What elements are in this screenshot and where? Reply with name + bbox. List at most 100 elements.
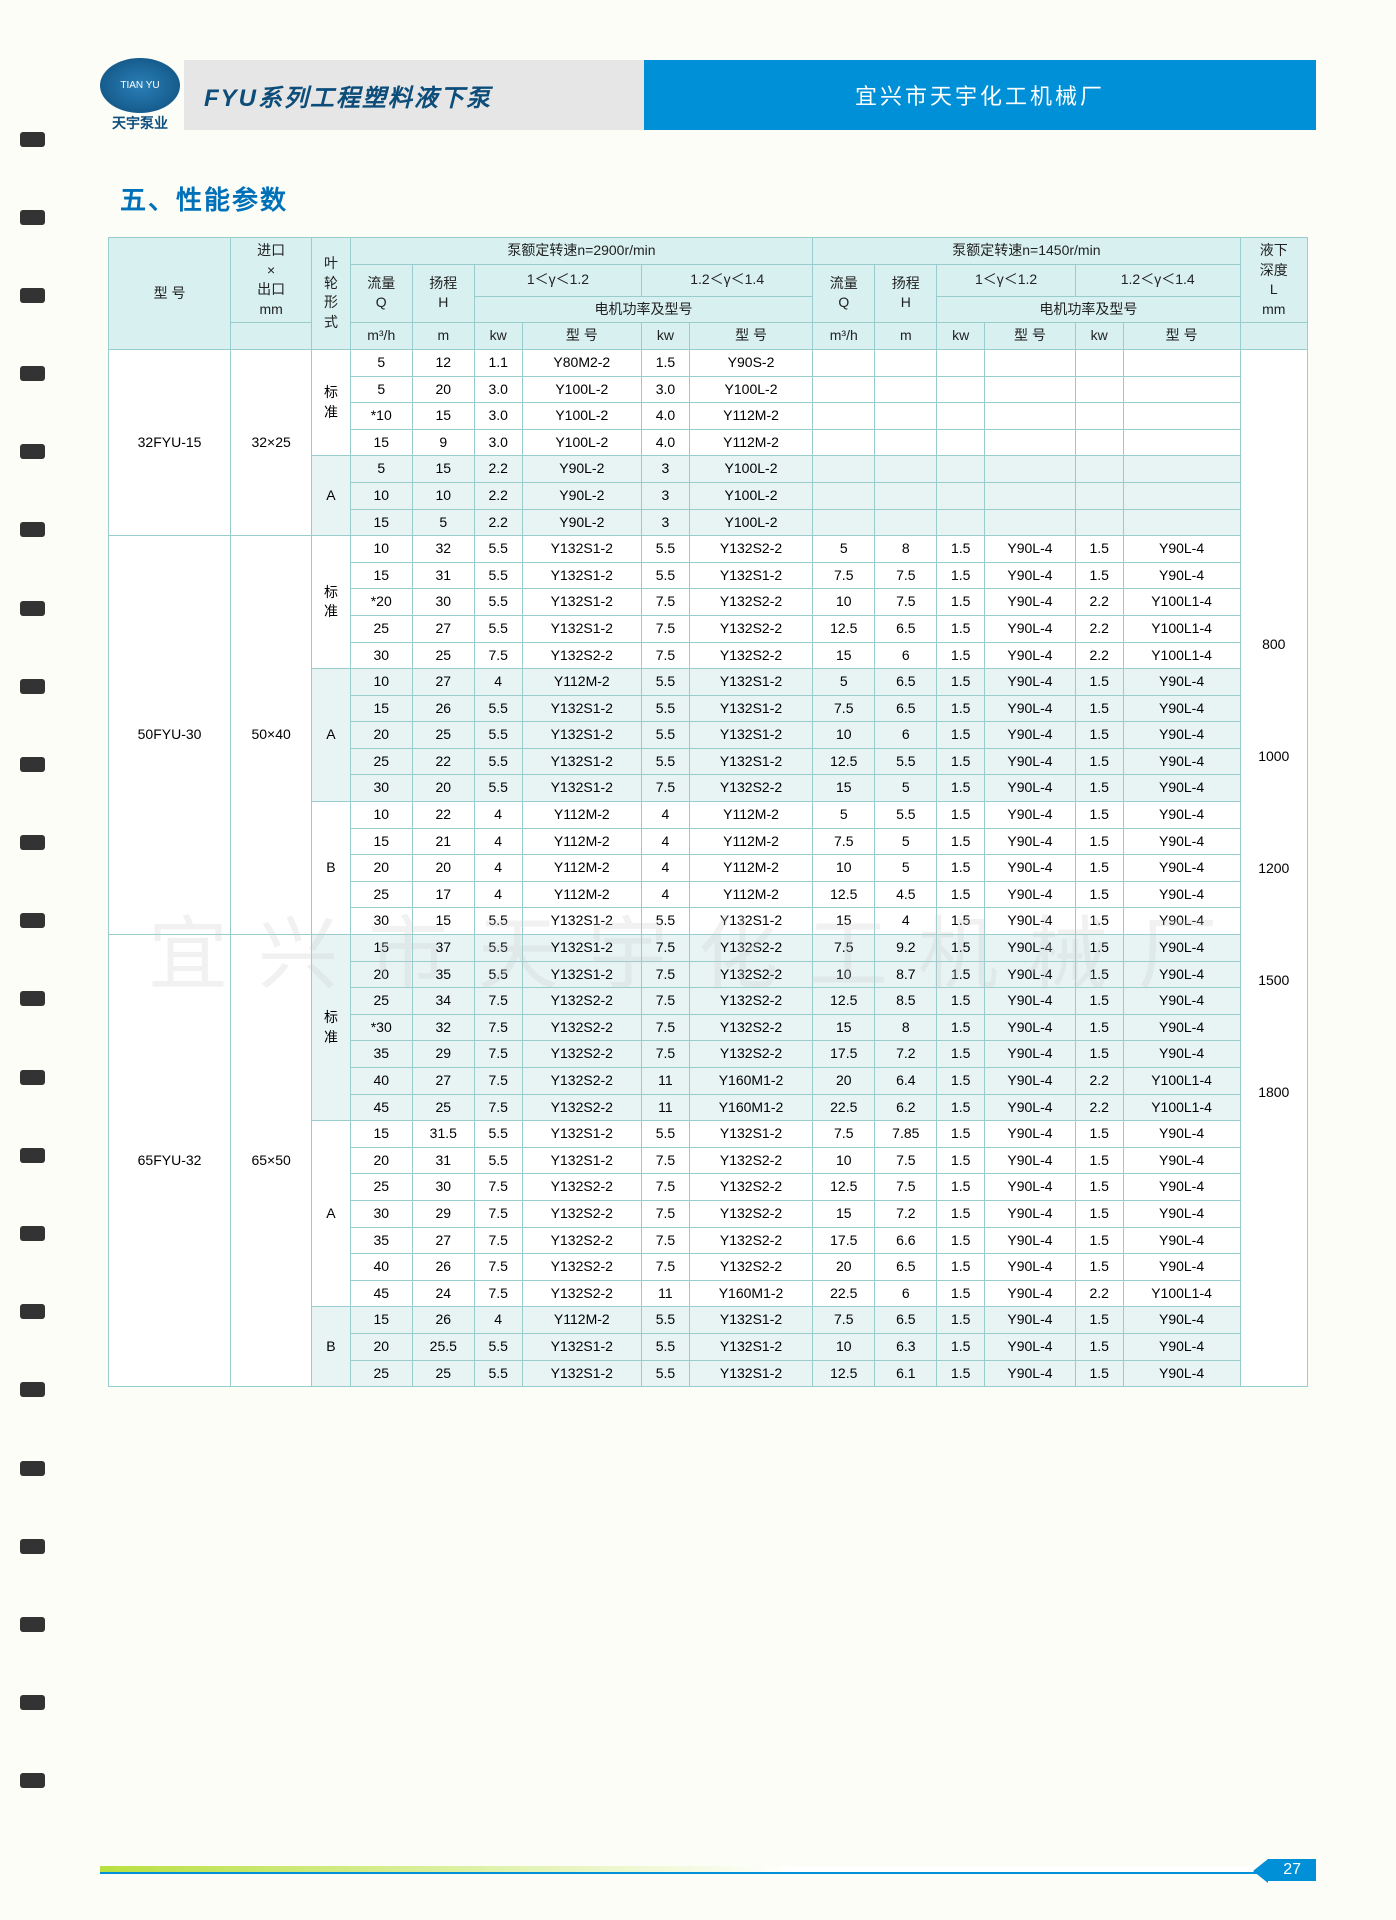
cell-value: 7.5 bbox=[875, 1174, 937, 1201]
cell-value: 7.5 bbox=[813, 935, 875, 962]
cell-value: 1.5 bbox=[1075, 722, 1123, 749]
cell-value bbox=[985, 456, 1076, 483]
cell-value: 17.5 bbox=[813, 1041, 875, 1068]
cell-value: 1.5 bbox=[937, 881, 985, 908]
cell-value: Y132S2-2 bbox=[522, 1200, 642, 1227]
cell-value: 3.0 bbox=[642, 376, 690, 403]
cell-value: 1.5 bbox=[642, 349, 690, 376]
cell-value: 25 bbox=[350, 1360, 412, 1387]
cell-value: 22.5 bbox=[813, 1280, 875, 1307]
cell-value: 1.5 bbox=[1075, 908, 1123, 935]
cell-value: 1.5 bbox=[937, 748, 985, 775]
cell-value: 5.5 bbox=[642, 536, 690, 563]
logo-block: TIAN YU 天宇泵业 bbox=[100, 58, 184, 133]
cell-value: Y112M-2 bbox=[522, 881, 642, 908]
cell-value: *20 bbox=[350, 589, 412, 616]
cell-value bbox=[875, 456, 937, 483]
cell-value: 5.5 bbox=[474, 1147, 522, 1174]
cell-value: Y90L-4 bbox=[985, 1200, 1076, 1227]
cell-value: 4.5 bbox=[875, 881, 937, 908]
cell-value: 7.5 bbox=[875, 562, 937, 589]
cell-value: 3.0 bbox=[474, 429, 522, 456]
cell-value: Y132S1-2 bbox=[522, 536, 642, 563]
cell-value: Y132S2-2 bbox=[522, 1227, 642, 1254]
cell-value: Y100L-2 bbox=[522, 403, 642, 430]
u-kw: kw bbox=[474, 323, 522, 350]
cell-value: 1.5 bbox=[1075, 935, 1123, 962]
cell-value: Y112M-2 bbox=[522, 855, 642, 882]
cell-value: 5.5 bbox=[642, 908, 690, 935]
cell-value: 30 bbox=[350, 1200, 412, 1227]
cell-value: Y90L-4 bbox=[985, 1147, 1076, 1174]
cell-value: Y100L-2 bbox=[522, 376, 642, 403]
cell-value: 6.1 bbox=[875, 1360, 937, 1387]
cell-value: 10 bbox=[350, 536, 412, 563]
cell-value: 1.1 bbox=[474, 349, 522, 376]
cell-value: Y90L-4 bbox=[1123, 1360, 1240, 1387]
cell-value: Y100L-2 bbox=[689, 376, 812, 403]
cell-value: 5 bbox=[350, 349, 412, 376]
cell-value: Y112M-2 bbox=[689, 881, 812, 908]
cell-value: 15 bbox=[350, 562, 412, 589]
cell-value: 5 bbox=[875, 828, 937, 855]
cell-value: 26 bbox=[412, 695, 474, 722]
cell-value: 1.5 bbox=[1075, 1333, 1123, 1360]
cell-model: 65FYU-32 bbox=[109, 935, 231, 1387]
u-kw2: kw bbox=[642, 323, 690, 350]
cell-value: 8 bbox=[875, 536, 937, 563]
cell-value: 7.2 bbox=[875, 1041, 937, 1068]
cell-value: 1.5 bbox=[1075, 775, 1123, 802]
cell-value bbox=[937, 482, 985, 509]
cell-value: 15 bbox=[350, 509, 412, 536]
cell-value: Y132S2-2 bbox=[689, 988, 812, 1015]
cell-value: Y132S2-2 bbox=[689, 1227, 812, 1254]
cell-value: Y100L-2 bbox=[689, 456, 812, 483]
cell-value: 7.5 bbox=[474, 1254, 522, 1281]
cell-value: Y132S2-2 bbox=[689, 1041, 812, 1068]
cell-value: 1.5 bbox=[1075, 1174, 1123, 1201]
cell-value: 7.5 bbox=[474, 1068, 522, 1095]
cell-value: 7.2 bbox=[875, 1200, 937, 1227]
cell-value: 5 bbox=[412, 509, 474, 536]
cell-value: 25 bbox=[350, 615, 412, 642]
cell-value: Y100L1-4 bbox=[1123, 642, 1240, 669]
cell-value: Y100L-2 bbox=[689, 509, 812, 536]
cell-value: 1.5 bbox=[1075, 1200, 1123, 1227]
cell-value: Y90L-4 bbox=[985, 908, 1076, 935]
cell-value: 5.5 bbox=[642, 748, 690, 775]
cell-value: 32 bbox=[412, 1014, 474, 1041]
cell-value: 12 bbox=[412, 349, 474, 376]
cell-value: 30 bbox=[412, 589, 474, 616]
cell-value: 1.5 bbox=[937, 1280, 985, 1307]
page-footer: 27 bbox=[100, 1860, 1316, 1880]
u-model2: 型 号 bbox=[689, 323, 812, 350]
cell-value: 6.4 bbox=[875, 1068, 937, 1095]
cell-value: Y132S1-2 bbox=[689, 1121, 812, 1148]
cell-value: Y90L-4 bbox=[1123, 536, 1240, 563]
cell-value: 15 bbox=[813, 775, 875, 802]
col-g2b: 1.2＜γ＜1.4 bbox=[1075, 264, 1240, 296]
cell-value: Y100L1-4 bbox=[1123, 1068, 1240, 1095]
cell-value bbox=[985, 403, 1076, 430]
col-model: 型 号 bbox=[109, 238, 231, 350]
cell-value: Y132S2-2 bbox=[522, 642, 642, 669]
cell-impeller: A bbox=[312, 669, 351, 802]
cell-value: 5.5 bbox=[642, 1360, 690, 1387]
cell-value: 1.5 bbox=[1075, 828, 1123, 855]
cell-value: 4 bbox=[642, 828, 690, 855]
cell-value: 8.7 bbox=[875, 961, 937, 988]
company-name: 宜兴市天宇化工机械厂 bbox=[644, 60, 1316, 130]
cell-value: 10 bbox=[813, 1333, 875, 1360]
cell-value: 35 bbox=[350, 1227, 412, 1254]
cell-value: Y132S2-2 bbox=[689, 1200, 812, 1227]
cell-value: 31 bbox=[412, 1147, 474, 1174]
cell-value: Y90L-4 bbox=[985, 1254, 1076, 1281]
cell-value: 1.5 bbox=[1075, 881, 1123, 908]
cell-value: 27 bbox=[412, 615, 474, 642]
cell-value: 1.5 bbox=[937, 1174, 985, 1201]
cell-value: Y132S2-2 bbox=[689, 1014, 812, 1041]
cell-value: Y90L-2 bbox=[522, 482, 642, 509]
cell-value: 7.5 bbox=[642, 1014, 690, 1041]
cell-value: 3.0 bbox=[474, 403, 522, 430]
cell-value: 7.5 bbox=[642, 961, 690, 988]
